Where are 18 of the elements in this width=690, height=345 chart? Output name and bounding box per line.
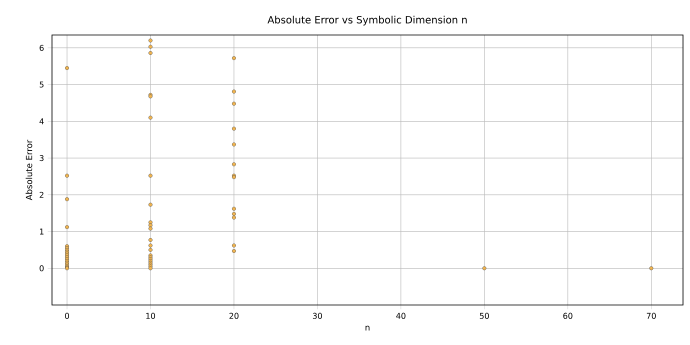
chart-title: Absolute Error vs Symbolic Dimension n <box>268 16 467 26</box>
x-axis-title: n <box>366 326 370 330</box>
x-tick-label: 70 <box>646 312 656 319</box>
x-tick-label: 30 <box>312 312 322 319</box>
x-tick-label: 0 <box>65 312 70 319</box>
y-tick-label: 0 <box>40 265 44 272</box>
x-tick-label: 60 <box>563 312 572 319</box>
y-tick-label: 5 <box>40 82 44 88</box>
y-tick-label: 6 <box>40 44 44 51</box>
x-tick-label: 40 <box>396 312 406 319</box>
y-tick-label: 2 <box>40 192 44 198</box>
x-tick-label: 50 <box>480 312 489 319</box>
y-tick-label: 4 <box>40 118 44 124</box>
x-tick-label: 20 <box>229 312 239 319</box>
y-axis-title: Absolute Error <box>26 140 32 200</box>
y-tick-label: 3 <box>40 155 44 162</box>
y-tick-label: 1 <box>40 228 44 234</box>
x-tick-label: 10 <box>146 312 156 319</box>
